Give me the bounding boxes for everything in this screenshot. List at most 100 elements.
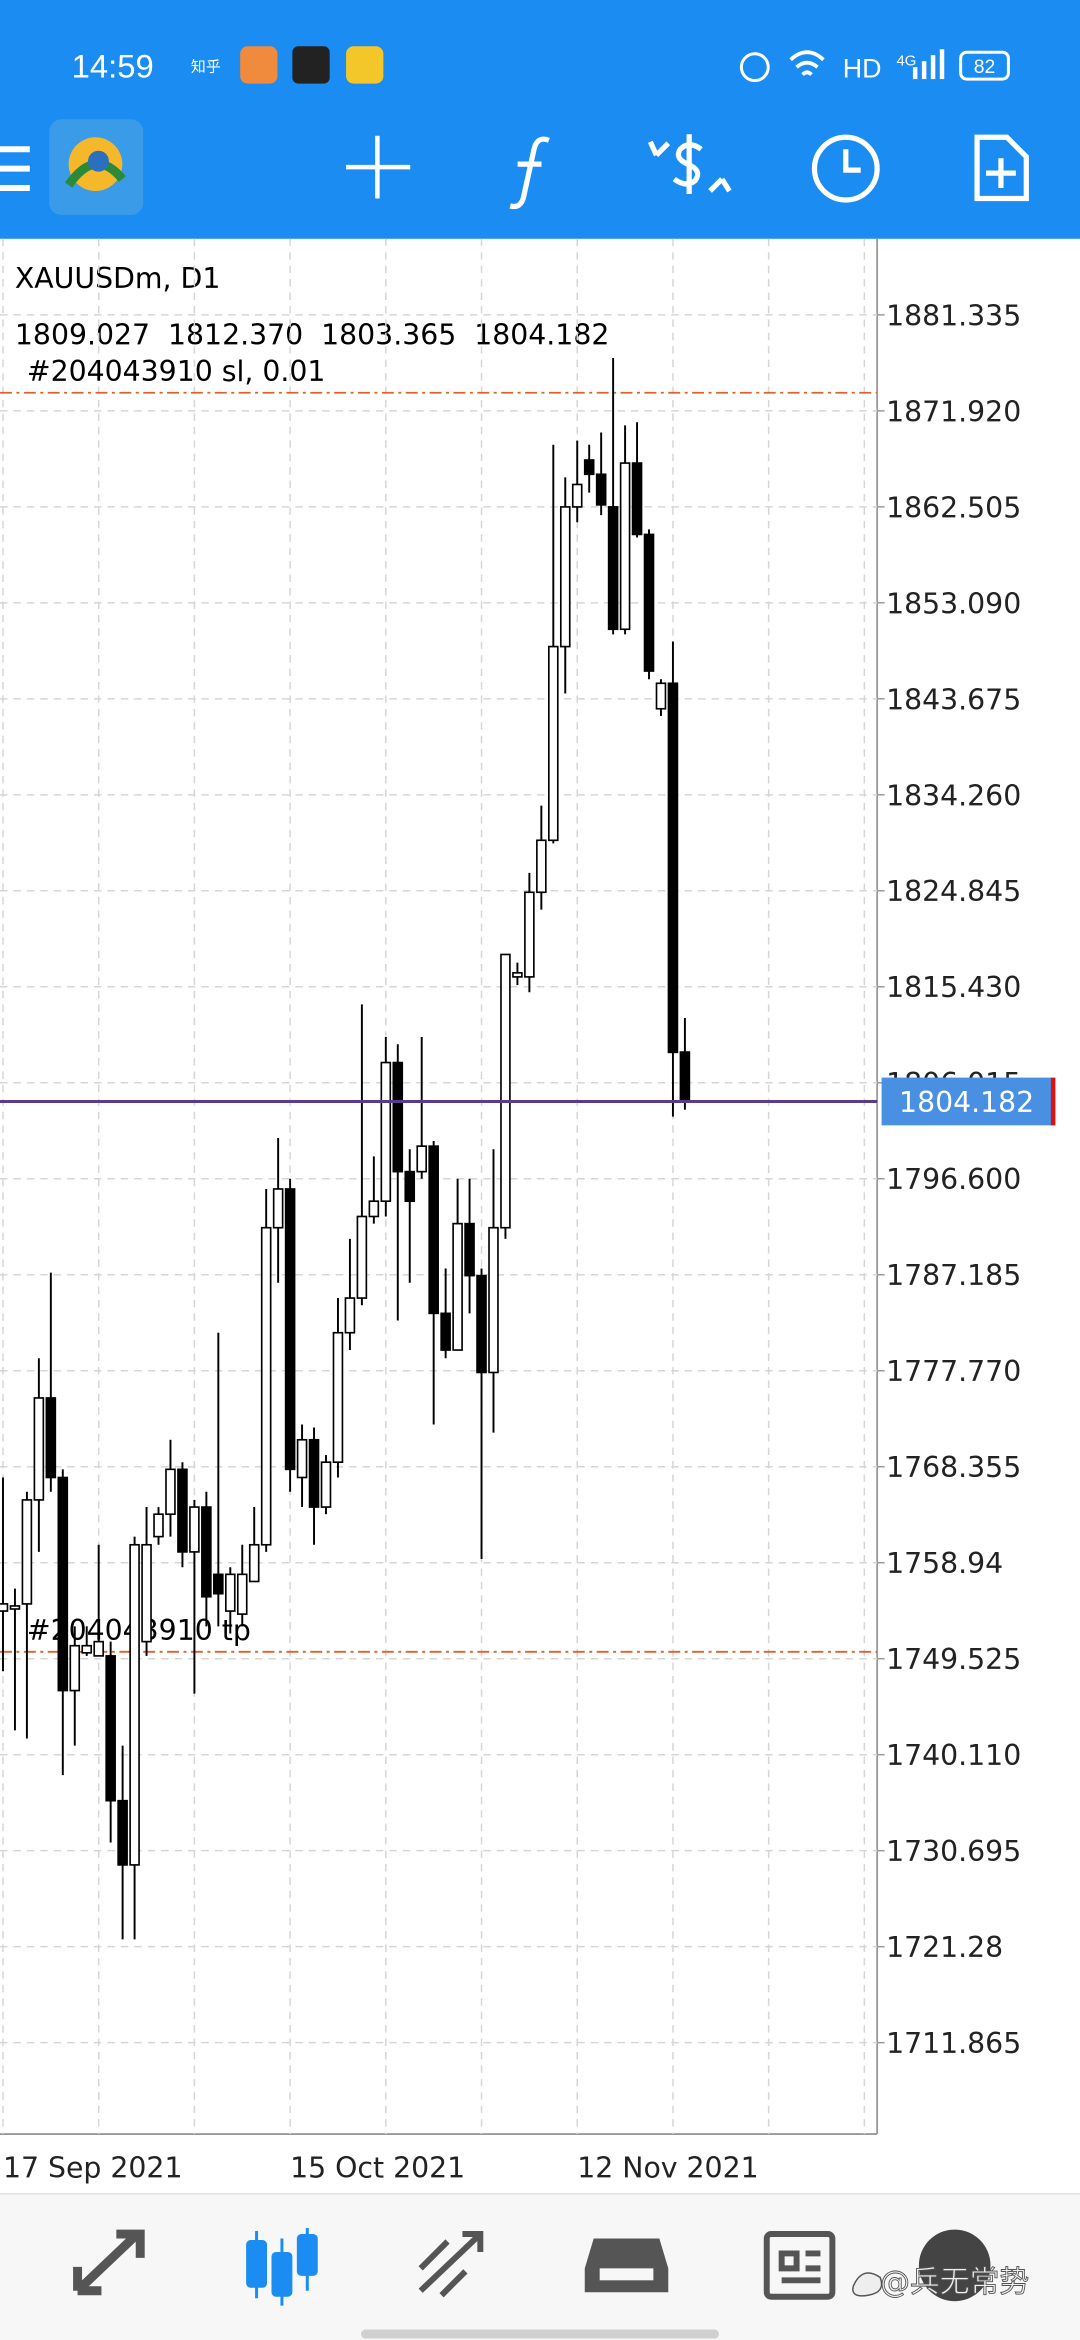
candle-body [583,459,595,476]
high-label: 1812.370 [168,319,303,352]
candle-body [0,1603,9,1612]
status-app-label: 知乎 [191,59,221,76]
candle-body [224,1573,236,1612]
wifi-icon [789,50,825,77]
status-cellular: 4G [897,53,917,70]
candle-body [189,1506,200,1553]
indicators-button[interactable] [509,136,550,210]
signal-icon [912,49,945,80]
y-tick-label: 1853.090 [886,587,1021,620]
candle-body [153,1513,164,1538]
status-network: HD [843,54,882,84]
candle-body [595,473,607,506]
candle-body [356,1215,368,1299]
close-label: 1804.182 [474,319,609,352]
y-tick-label: 1843.675 [886,683,1021,716]
candle-body [272,1188,284,1229]
status-app-icon [240,46,278,84]
x-tick-label: 15 Oct 2021 [290,2151,465,2184]
price-label-box [881,1077,1054,1126]
candle-body [667,682,679,1054]
candle-body [344,1297,356,1334]
candle-body [476,1274,487,1374]
y-tick-label: 1815.430 [886,971,1021,1004]
y-tick-label: 1871.920 [886,395,1021,428]
candle-body [45,1397,57,1479]
x-tick-label: 17 Sep 2021 [3,2151,183,2184]
x-tick-label: 12 Nov 2021 [577,2151,758,2184]
watermark: @兵无常势 [880,2265,1029,2300]
candle-body [105,1655,116,1802]
candle-body [320,1461,332,1508]
new-order-button[interactable] [974,134,1029,202]
bottom-nav-background [0,2193,1080,2340]
candle-body [428,1145,439,1315]
candle-body [69,1644,81,1692]
candle-body [117,1799,128,1866]
candle-body [655,682,667,710]
candle-body [643,533,655,672]
candle-body [213,1573,224,1595]
candle-body [464,1222,475,1277]
candle-body [392,1061,404,1173]
candle-body [141,1543,152,1643]
y-tick-label: 1749.525 [886,1643,1021,1676]
history-tab[interactable] [584,2238,669,2293]
y-tick-label: 1730.695 [886,1835,1021,1868]
candle-body [619,462,631,631]
candle-body [332,1331,344,1464]
status-app-icon [292,46,330,84]
open-label: 1809.027 [15,319,150,352]
candle-body [536,839,547,894]
trade-tab[interactable] [418,2231,484,2298]
header-background [0,0,1080,239]
order-level-label: #204043910 sl, 0.01 [27,355,326,388]
settings-tab[interactable] [918,2229,991,2302]
candle-body [631,462,643,536]
candle-body [679,1051,691,1103]
candle-body [416,1145,428,1173]
candle-body [524,891,535,978]
y-tick-label: 1824.845 [886,875,1021,908]
history-button[interactable] [811,134,880,203]
status-time: 14:59 [72,48,154,85]
candle-body [368,1200,380,1218]
crosshair-button[interactable] [346,135,411,199]
trade-button[interactable] [648,134,732,195]
chart-tab[interactable] [246,2228,318,2306]
candle-body [93,1640,104,1657]
y-tick-label: 1758.94 [886,1547,1003,1580]
ohlc-header: 1809.027 1812.370 1803.365 1804.182 [15,319,609,352]
candle-body [559,506,571,648]
y-tick-label: 1834.260 [886,779,1021,812]
news-tab[interactable] [763,2231,836,2300]
candle-body [380,1061,392,1203]
quotes-tab[interactable] [73,2229,145,2296]
candle-body [21,1499,33,1605]
y-tick-label: 1721.28 [886,1931,1003,1964]
candle-body [57,1476,69,1692]
chart: XAUUSDm, D1 1809.027 1812.370 1803.365 1… [0,238,1056,2184]
candle-body [9,1605,21,1610]
y-tick-label: 1768.355 [886,1451,1021,1484]
alarm-icon [739,52,770,83]
y-tick-label: 1881.335 [886,299,1021,332]
candle-body [440,1312,451,1351]
candle-body [296,1438,308,1479]
price-label: 1804.182 [899,1086,1034,1119]
app-logo [49,119,144,215]
low-label: 1803.365 [321,319,456,352]
y-tick-label: 1787.185 [886,1259,1021,1292]
candle-body [201,1506,212,1598]
y-tick-label: 1777.770 [886,1355,1021,1388]
candle-body [248,1543,260,1583]
candle-body [284,1188,296,1471]
candle-body [33,1397,45,1501]
status-battery: 82 [974,56,996,78]
y-tick-label: 1796.600 [886,1163,1021,1196]
candle-body [512,972,523,978]
menu-button[interactable] [0,146,30,192]
